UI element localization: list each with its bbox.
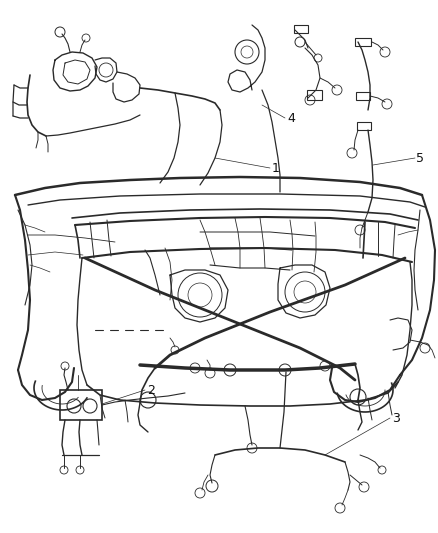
Text: 5: 5 bbox=[416, 151, 424, 165]
Bar bbox=[294, 25, 308, 33]
Text: 1: 1 bbox=[272, 161, 280, 174]
Text: 2: 2 bbox=[147, 384, 155, 397]
Text: 3: 3 bbox=[392, 411, 400, 424]
Bar bbox=[355, 38, 371, 46]
Bar bbox=[60, 390, 102, 420]
Text: 4: 4 bbox=[287, 111, 295, 125]
Bar bbox=[307, 90, 322, 100]
Bar bbox=[356, 92, 370, 100]
Bar bbox=[357, 122, 371, 130]
